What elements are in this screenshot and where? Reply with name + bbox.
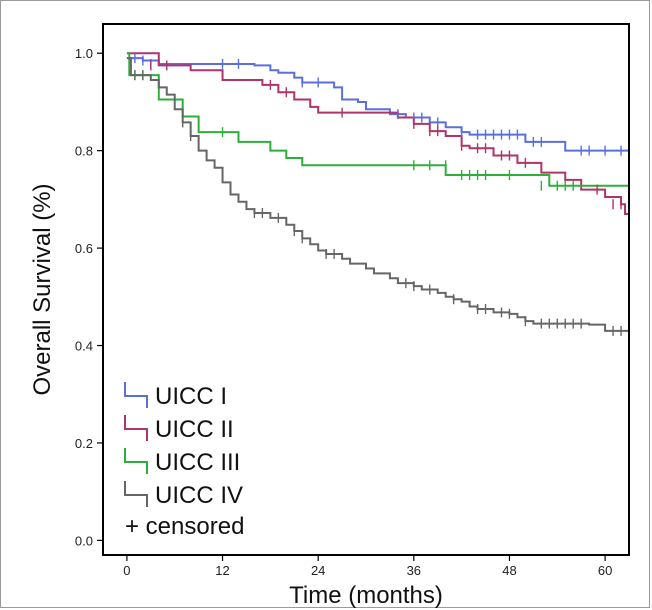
legend-swatch-3 xyxy=(125,448,147,474)
series-line-1 xyxy=(127,58,629,151)
legend-label-2: UICC II xyxy=(155,416,234,443)
x-tick-label: 24 xyxy=(311,563,325,578)
y-axis-title: Overall Survival (%) xyxy=(29,183,56,395)
legend-label-1: UICC I xyxy=(155,383,227,410)
y-tick-label: 0.8 xyxy=(75,144,93,159)
legend-swatch-4 xyxy=(125,481,147,507)
legend-label-4: UICC IV xyxy=(155,482,243,509)
series-line-4 xyxy=(127,58,629,331)
legend-label-3: UICC III xyxy=(155,449,240,476)
y-tick-label: 0.6 xyxy=(75,241,93,256)
series-line-3 xyxy=(127,53,629,186)
y-tick-label: 0.2 xyxy=(75,436,93,451)
censor-marks xyxy=(135,53,621,336)
x-tick-label: 60 xyxy=(598,563,612,578)
series-line-2 xyxy=(127,53,629,219)
y-tick-label: 0.4 xyxy=(75,339,93,354)
legend: UICC I UICC II UICC III UICC IV + censored xyxy=(125,382,244,540)
x-tick-label: 12 xyxy=(215,563,229,578)
y-tick-label: 0.0 xyxy=(75,533,93,548)
legend-censored-label: + censored xyxy=(125,513,244,540)
y-tick-label: 1.0 xyxy=(75,46,93,61)
survival-curves xyxy=(127,53,629,331)
x-tick-label: 36 xyxy=(407,563,421,578)
x-axis-title: Time (months) xyxy=(289,582,443,609)
legend-swatch-1 xyxy=(125,382,147,408)
legend-swatch-2 xyxy=(125,415,147,441)
x-tick-label: 48 xyxy=(502,563,516,578)
x-tick-label: 0 xyxy=(123,563,130,578)
